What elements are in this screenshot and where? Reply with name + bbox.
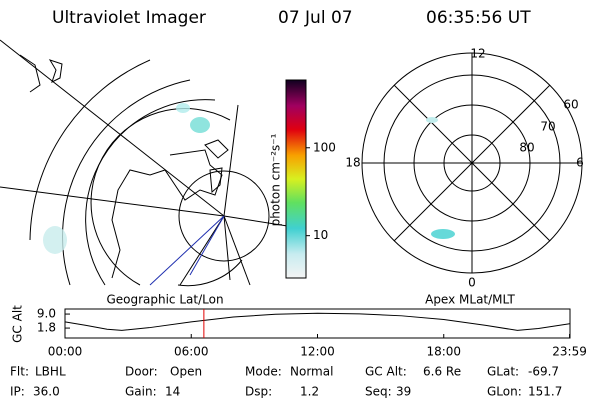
info-label: Door: <box>125 365 158 379</box>
x-tick-label: 23:59 <box>552 345 587 359</box>
mlt-label: 0 <box>468 276 476 290</box>
info-label: Gain: <box>125 385 157 399</box>
geo-map <box>0 39 301 287</box>
info-label: GLat: <box>487 365 519 379</box>
y-tick-label: 1.8 <box>37 321 56 335</box>
info-value: 36.0 <box>33 385 60 399</box>
lat-label: 80 <box>519 141 534 155</box>
info-label: Seq: <box>365 385 392 399</box>
info-value: Normal <box>290 365 333 379</box>
colorbar-label: photon cm⁻²s⁻¹ <box>269 133 283 226</box>
y-tick-label: 9.0 <box>37 307 56 321</box>
info-value: 14 <box>165 385 180 399</box>
info-label: Flt: <box>10 365 29 379</box>
info-label: Mode: <box>245 365 282 379</box>
colorbar-tick-label: 10 <box>313 228 328 242</box>
info-value: 6.6 Re <box>423 365 461 379</box>
info-label: IP: <box>10 385 25 399</box>
x-tick-label: 00:00 <box>48 345 83 359</box>
colorbar <box>285 79 307 279</box>
time: 06:35:56 UT <box>426 8 531 28</box>
x-tick-label: 06:00 <box>174 345 209 359</box>
title: Ultraviolet Imager <box>52 8 206 28</box>
geo-map-label: Geographic Lat/Lon <box>106 293 223 307</box>
lat-label: 60 <box>563 98 578 112</box>
altitude-label: GC Alt <box>11 305 25 343</box>
polar-grid <box>361 52 583 274</box>
info-value: -69.7 <box>528 365 559 379</box>
polar-map-label: Apex MLat/MLT <box>425 293 515 307</box>
aurora <box>431 229 455 239</box>
mlt-label: 12 <box>470 47 485 61</box>
info-value: Open <box>170 365 202 379</box>
date: 07 Jul 07 <box>278 8 353 28</box>
info-label: Dsp: <box>245 385 272 399</box>
x-tick-label: 12:00 <box>300 345 335 359</box>
altitude-curve <box>64 312 570 331</box>
info-label: GLon: <box>487 385 522 399</box>
aurora <box>426 117 438 123</box>
info-value: 151.7 <box>528 385 562 399</box>
info-value: 1.2 <box>300 385 319 399</box>
mlt-label: 6 <box>576 156 584 170</box>
colorbar-tick-label: 100 <box>313 140 336 154</box>
info-value: 39 <box>396 385 411 399</box>
info-value: LBHL <box>35 365 66 379</box>
x-tick-label: 18:00 <box>426 345 461 359</box>
lat-label: 70 <box>540 120 555 134</box>
info-label: GC Alt: <box>365 365 407 379</box>
mlt-label: 18 <box>345 156 360 170</box>
